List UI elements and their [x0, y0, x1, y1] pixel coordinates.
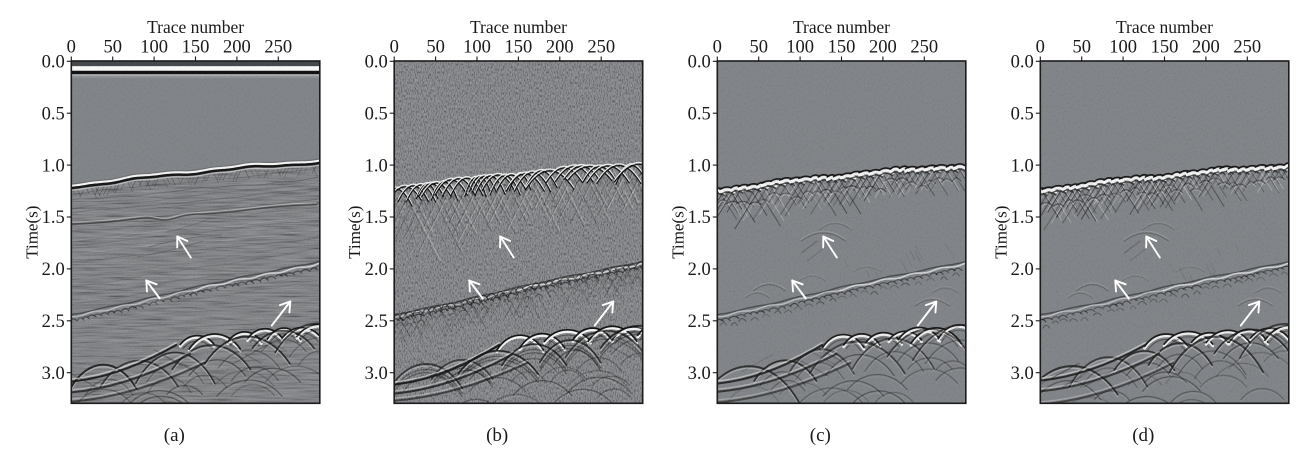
svg-text:2.0: 2.0: [365, 260, 388, 280]
svg-text:0.0: 0.0: [688, 53, 711, 73]
svg-text:0.0: 0.0: [365, 53, 388, 73]
svg-text:200: 200: [1192, 38, 1220, 58]
svg-text:1.0: 1.0: [688, 156, 711, 176]
svg-text:1.0: 1.0: [1011, 156, 1034, 176]
svg-text:Time(s): Time(s): [22, 206, 41, 259]
svg-text:0.5: 0.5: [688, 104, 711, 124]
svg-text:0.0: 0.0: [1011, 53, 1034, 73]
svg-text:1.5: 1.5: [688, 208, 711, 228]
svg-text:0.5: 0.5: [365, 104, 388, 124]
svg-text:250: 250: [264, 38, 292, 58]
svg-text:150: 150: [1151, 38, 1179, 58]
svg-text:Time(s): Time(s): [991, 206, 1010, 259]
svg-text:50: 50: [103, 38, 122, 58]
svg-text:(c): (c): [810, 425, 831, 446]
svg-text:200: 200: [546, 38, 574, 58]
svg-text:Time(s): Time(s): [345, 206, 364, 259]
svg-text:Time(s): Time(s): [668, 206, 687, 259]
svg-text:3.0: 3.0: [1011, 364, 1034, 384]
svg-text:250: 250: [1233, 38, 1261, 58]
svg-text:1.0: 1.0: [42, 156, 65, 176]
svg-text:100: 100: [786, 38, 814, 58]
svg-text:0.5: 0.5: [42, 104, 65, 124]
svg-text:100: 100: [1109, 38, 1137, 58]
svg-text:200: 200: [223, 38, 251, 58]
svg-text:0: 0: [390, 38, 399, 58]
svg-text:100: 100: [140, 38, 168, 58]
svg-text:2.0: 2.0: [1011, 260, 1034, 280]
svg-text:100: 100: [463, 38, 491, 58]
svg-text:1.5: 1.5: [1011, 208, 1034, 228]
svg-text:(a): (a): [164, 425, 185, 446]
svg-text:150: 150: [182, 38, 210, 58]
svg-text:Trace number: Trace number: [1116, 17, 1213, 37]
svg-text:3.0: 3.0: [688, 364, 711, 384]
svg-text:1.5: 1.5: [365, 208, 388, 228]
svg-text:0: 0: [713, 38, 722, 58]
svg-text:250: 250: [910, 38, 938, 58]
svg-text:Trace number: Trace number: [470, 17, 567, 37]
svg-text:200: 200: [869, 38, 897, 58]
svg-text:0.0: 0.0: [42, 53, 65, 73]
svg-text:3.0: 3.0: [365, 364, 388, 384]
svg-text:(d): (d): [1132, 425, 1154, 446]
svg-text:3.0: 3.0: [42, 364, 65, 384]
svg-text:Trace number: Trace number: [147, 17, 244, 37]
svg-text:2.5: 2.5: [1011, 312, 1034, 332]
svg-text:2.5: 2.5: [42, 312, 65, 332]
svg-text:2.0: 2.0: [42, 260, 65, 280]
svg-text:50: 50: [749, 38, 768, 58]
svg-text:50: 50: [426, 38, 445, 58]
svg-text:Trace number: Trace number: [793, 17, 890, 37]
svg-text:(b): (b): [486, 425, 508, 446]
svg-text:2.5: 2.5: [365, 312, 388, 332]
svg-text:2.0: 2.0: [688, 260, 711, 280]
svg-text:250: 250: [587, 38, 615, 58]
svg-text:0.5: 0.5: [1011, 104, 1034, 124]
svg-text:2.5: 2.5: [688, 312, 711, 332]
svg-text:0: 0: [67, 38, 76, 58]
svg-text:150: 150: [505, 38, 533, 58]
svg-text:1.5: 1.5: [42, 208, 65, 228]
svg-text:1.0: 1.0: [365, 156, 388, 176]
svg-text:150: 150: [828, 38, 856, 58]
svg-text:0: 0: [1036, 38, 1045, 58]
svg-text:50: 50: [1072, 38, 1091, 58]
